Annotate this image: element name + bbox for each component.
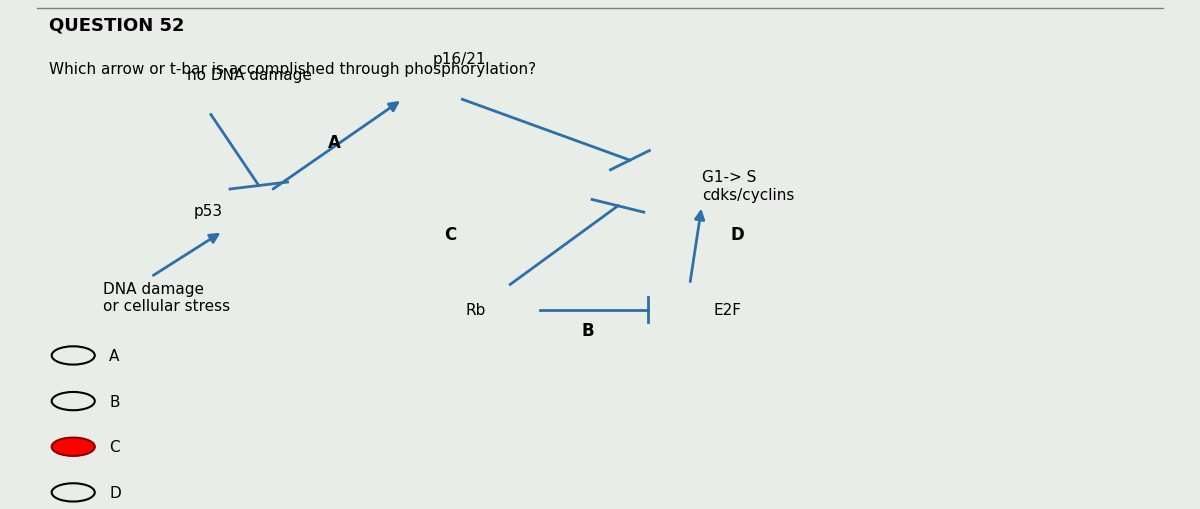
Text: QUESTION 52: QUESTION 52 [49, 17, 185, 35]
Text: D: D [731, 225, 744, 243]
Text: G1-> S
cdks/cyclins: G1-> S cdks/cyclins [702, 170, 794, 202]
Text: D: D [109, 485, 121, 500]
Text: B: B [582, 322, 594, 340]
Text: A: A [109, 348, 120, 363]
Text: p16/21: p16/21 [432, 52, 486, 67]
Circle shape [52, 438, 95, 456]
Text: Which arrow or t-bar is accomplished through phosphorylation?: Which arrow or t-bar is accomplished thr… [49, 62, 536, 77]
Text: Rb: Rb [466, 303, 486, 318]
Text: DNA damage
or cellular stress: DNA damage or cellular stress [103, 281, 230, 314]
Text: no DNA damage: no DNA damage [187, 67, 312, 82]
Text: C: C [444, 225, 456, 243]
Text: p53: p53 [193, 204, 223, 219]
Text: E2F: E2F [714, 303, 742, 318]
Text: C: C [109, 439, 120, 455]
Text: B: B [109, 394, 120, 409]
Text: A: A [328, 134, 341, 152]
